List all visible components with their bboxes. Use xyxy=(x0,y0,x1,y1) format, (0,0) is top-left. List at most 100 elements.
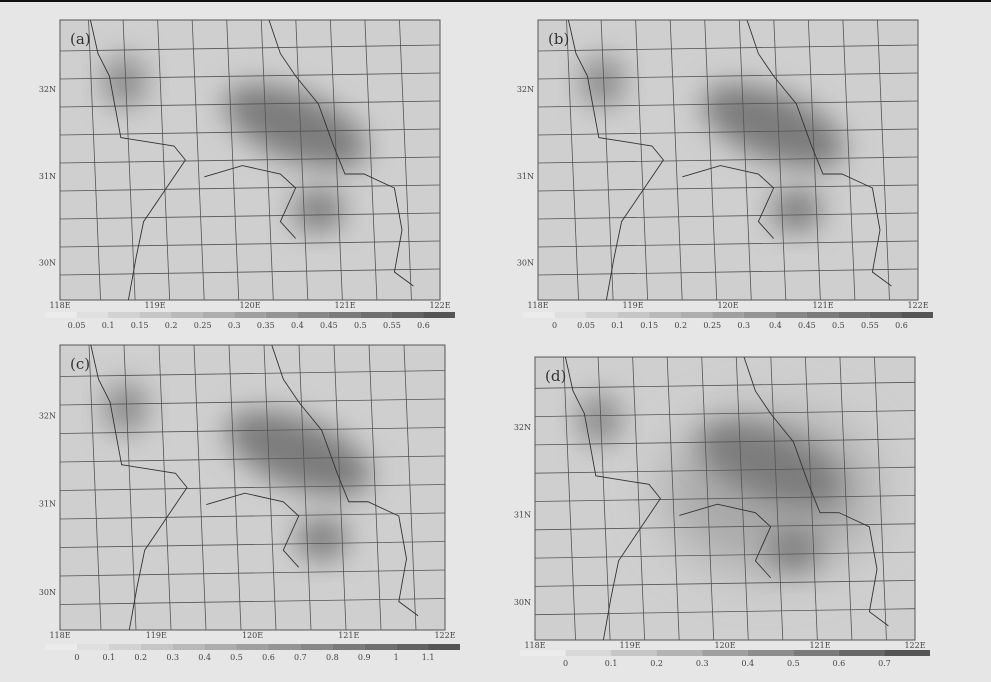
boundary xyxy=(567,20,664,300)
boundary xyxy=(90,345,188,630)
lat-label: 32N xyxy=(514,423,531,432)
graticule xyxy=(403,345,417,630)
graticule xyxy=(839,357,853,640)
graticule xyxy=(669,20,683,300)
graticule xyxy=(770,357,784,640)
colorbar-box xyxy=(172,644,205,650)
lon-label: 122E xyxy=(907,301,928,310)
graticule xyxy=(535,608,915,616)
map-panel: (c) 32N 31N 30N 118E 119E 120E 121E 122E 0 0.1 0.2 0… xyxy=(39,344,460,662)
concentration-blob xyxy=(295,516,348,561)
lon-label: 120E xyxy=(717,301,738,310)
colorbar-label: 0.25 xyxy=(703,321,721,330)
lon-label: 118E xyxy=(49,301,70,310)
graticule xyxy=(60,484,445,491)
graticule xyxy=(329,20,343,300)
lon-label: 122E xyxy=(904,641,925,650)
graticule xyxy=(804,357,818,640)
colorbar-box xyxy=(869,312,902,318)
panel-label: (d) xyxy=(545,367,566,385)
lat-label: 32N xyxy=(39,411,56,420)
colorbar-box xyxy=(297,312,329,318)
boundary xyxy=(206,492,300,568)
lon-label: 122E xyxy=(429,301,450,310)
colorbar-label: 0.1 xyxy=(605,659,618,668)
colorbar-box xyxy=(611,650,657,656)
colorbar-label: 0.45 xyxy=(320,321,338,330)
graticule xyxy=(566,20,579,300)
graticule xyxy=(597,357,611,640)
graticule xyxy=(60,72,440,80)
graticule xyxy=(60,212,440,220)
colorbar-label: 0.3 xyxy=(228,321,241,330)
colorbar-label: 0.4 xyxy=(741,659,754,668)
colorbar-label: 0.3 xyxy=(166,653,179,662)
colorbar-box xyxy=(76,312,109,318)
colorbar-label: 0.15 xyxy=(131,321,149,330)
colorbar-box xyxy=(586,312,618,318)
lon-label: 120E xyxy=(714,641,735,650)
colorbar-box xyxy=(268,644,301,650)
graticule xyxy=(298,345,312,630)
colorbar-box xyxy=(617,312,650,318)
colorbar-box xyxy=(108,644,141,650)
colorbar-label: 0.9 xyxy=(358,653,371,662)
colorbar-label: 0.5 xyxy=(230,653,243,662)
graticule xyxy=(333,345,347,630)
graticule xyxy=(60,184,440,192)
colorbar-box xyxy=(712,312,744,318)
concentration-blob xyxy=(767,527,820,572)
lon-label: 119E xyxy=(622,301,643,310)
colorbar-box xyxy=(328,312,361,318)
colorbar-box xyxy=(680,312,713,318)
colorbar-label: 0 xyxy=(552,321,557,330)
map-panel: (d) 32N 31N 30N 118E 119E 120E 121E 122E 0 0.1 0.2 0… xyxy=(514,356,930,668)
colorbar-box xyxy=(428,644,460,650)
colorbar-label: 1 xyxy=(394,653,399,662)
colorbar-box xyxy=(523,312,555,318)
colorbar-box xyxy=(204,644,237,650)
colorbar-box xyxy=(360,312,392,318)
graticule xyxy=(399,20,412,300)
colorbar-box xyxy=(838,312,870,318)
graticule xyxy=(60,370,445,377)
colorbar-box xyxy=(76,644,109,650)
boundary xyxy=(564,357,661,640)
colorbar-box xyxy=(884,650,930,656)
graticule xyxy=(538,212,918,220)
graticule xyxy=(877,20,890,300)
graticule xyxy=(191,20,205,300)
colorbar-box xyxy=(775,312,807,318)
graticule xyxy=(600,20,614,300)
colorbar-label: 0.55 xyxy=(861,321,879,330)
graticule xyxy=(60,240,440,248)
colorbar-box xyxy=(171,312,203,318)
colorbar-box xyxy=(300,644,333,650)
lat-label: 31N xyxy=(517,172,534,181)
colorbar-label: 0.35 xyxy=(257,321,275,330)
graticule xyxy=(538,44,918,52)
colorbar-box xyxy=(743,312,776,318)
lon-label: 121E xyxy=(338,631,359,640)
colorbar-label: 0.6 xyxy=(417,321,430,330)
graticule xyxy=(538,184,918,192)
panel-label: (b) xyxy=(548,30,569,48)
lon-label: 120E xyxy=(239,301,260,310)
colorbar-box xyxy=(793,650,839,656)
graticule xyxy=(193,345,207,630)
colorbar-box xyxy=(45,644,77,650)
colorbar-label: 0 xyxy=(74,653,79,662)
colorbar-label: 0.8 xyxy=(326,653,339,662)
colorbar-label: 0.6 xyxy=(833,659,846,668)
colorbar-label: 0 xyxy=(563,659,568,668)
graticule xyxy=(60,128,440,136)
graticule xyxy=(666,357,680,640)
graticule xyxy=(538,268,918,276)
lat-label: 30N xyxy=(39,588,56,597)
graticule xyxy=(535,410,915,417)
colorbar-box xyxy=(45,312,77,318)
colorbar-box xyxy=(649,312,681,318)
graticule xyxy=(535,466,915,474)
colorbar-box xyxy=(391,312,424,318)
